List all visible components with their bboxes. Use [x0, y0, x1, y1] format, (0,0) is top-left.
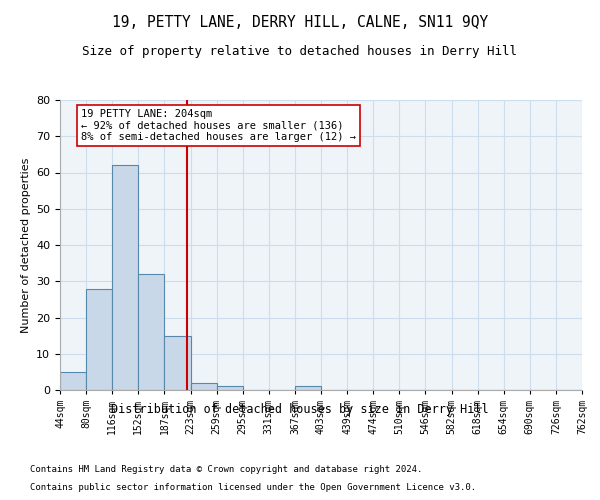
Text: Contains public sector information licensed under the Open Government Licence v3: Contains public sector information licen…	[30, 482, 476, 492]
Bar	[191, 383, 217, 390]
Bar	[60, 372, 86, 390]
Bar	[86, 288, 112, 390]
Text: 19 PETTY LANE: 204sqm
← 92% of detached houses are smaller (136)
8% of semi-deta: 19 PETTY LANE: 204sqm ← 92% of detached …	[81, 108, 356, 142]
Bar	[139, 274, 164, 390]
Bar	[112, 165, 139, 390]
Y-axis label: Number of detached properties: Number of detached properties	[20, 158, 31, 332]
Text: 19, PETTY LANE, DERRY HILL, CALNE, SN11 9QY: 19, PETTY LANE, DERRY HILL, CALNE, SN11 …	[112, 15, 488, 30]
Text: Size of property relative to detached houses in Derry Hill: Size of property relative to detached ho…	[83, 45, 517, 58]
Bar	[164, 336, 191, 390]
Bar	[295, 386, 321, 390]
Text: Distribution of detached houses by size in Derry Hill: Distribution of detached houses by size …	[111, 402, 489, 415]
Bar	[217, 386, 243, 390]
Text: Contains HM Land Registry data © Crown copyright and database right 2024.: Contains HM Land Registry data © Crown c…	[30, 465, 422, 474]
